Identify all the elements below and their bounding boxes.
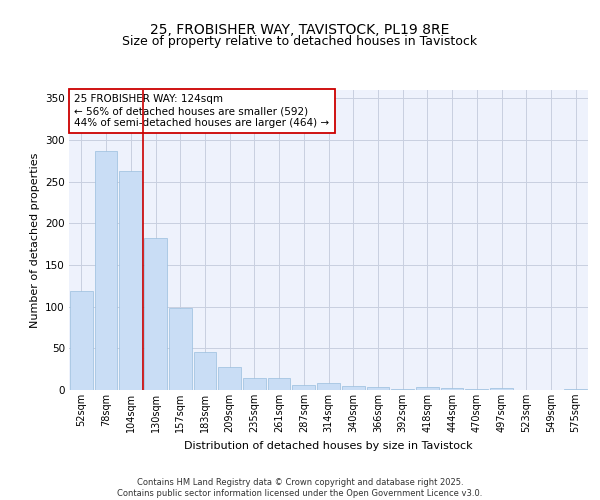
X-axis label: Distribution of detached houses by size in Tavistock: Distribution of detached houses by size …	[184, 440, 473, 450]
Bar	[194, 352, 216, 390]
Bar	[119, 171, 142, 390]
Bar	[441, 388, 463, 390]
Y-axis label: Number of detached properties: Number of detached properties	[29, 152, 40, 328]
Bar	[95, 151, 118, 390]
Bar	[70, 291, 93, 390]
Bar	[416, 386, 439, 390]
Bar	[466, 389, 488, 390]
Bar	[391, 389, 414, 390]
Bar	[367, 386, 389, 390]
Text: 25, FROBISHER WAY, TAVISTOCK, PL19 8RE: 25, FROBISHER WAY, TAVISTOCK, PL19 8RE	[151, 22, 449, 36]
Bar	[564, 389, 587, 390]
Text: Contains HM Land Registry data © Crown copyright and database right 2025.
Contai: Contains HM Land Registry data © Crown c…	[118, 478, 482, 498]
Text: Size of property relative to detached houses in Tavistock: Size of property relative to detached ho…	[122, 35, 478, 48]
Bar	[490, 388, 513, 390]
Bar	[218, 366, 241, 390]
Bar	[144, 238, 167, 390]
Bar	[292, 385, 315, 390]
Bar	[317, 384, 340, 390]
Bar	[268, 378, 290, 390]
Text: 25 FROBISHER WAY: 124sqm
← 56% of detached houses are smaller (592)
44% of semi-: 25 FROBISHER WAY: 124sqm ← 56% of detach…	[74, 94, 329, 128]
Bar	[169, 308, 191, 390]
Bar	[342, 386, 365, 390]
Bar	[243, 378, 266, 390]
